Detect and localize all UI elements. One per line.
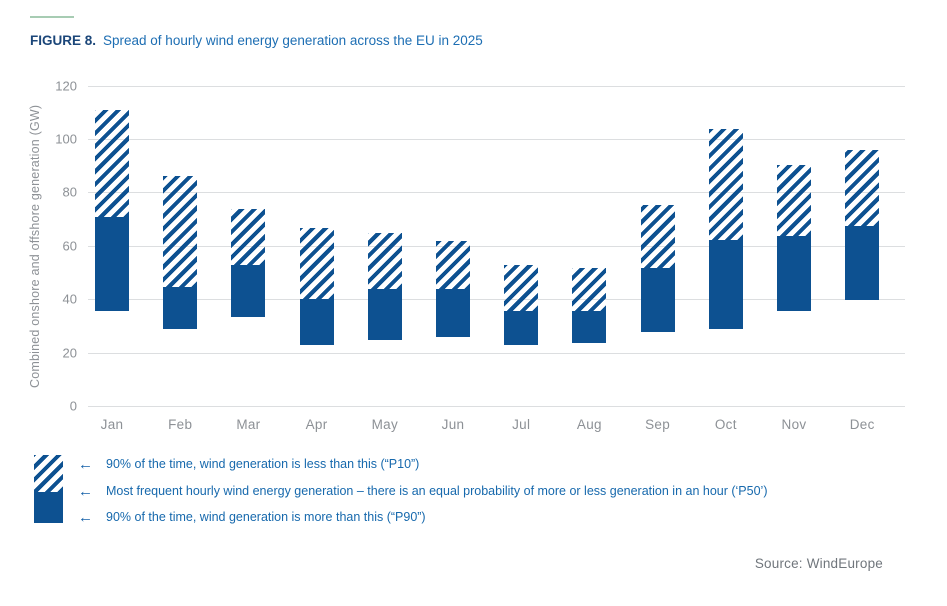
x-tick-label-jul: Jul bbox=[512, 417, 531, 432]
source-credit: Source: WindEurope bbox=[754, 556, 883, 571]
figure-caption: FIGURE 8. Spread of hourly wind energy ge… bbox=[30, 33, 483, 48]
legend: ← 90% of the time, wind generation is le… bbox=[30, 452, 930, 526]
legend-swatch bbox=[34, 455, 63, 523]
gridline-60 bbox=[88, 245, 905, 247]
gridline-0 bbox=[88, 406, 905, 407]
legend-item-p10: ← 90% of the time, wind generation is le… bbox=[78, 454, 419, 474]
legend-item-label: Most frequent hourly wind energy generat… bbox=[106, 484, 768, 498]
bar-oct-p90-p50-solid bbox=[708, 239, 743, 330]
bar-nov-p50-p10-hatched bbox=[777, 164, 811, 236]
bar-apr-p50-p10-hatched bbox=[299, 227, 334, 299]
bar-mar-p90-p50-solid bbox=[231, 265, 266, 318]
gridline-40 bbox=[88, 299, 905, 300]
legend-item-label: 90% of the time, wind generation is more… bbox=[106, 510, 426, 524]
y-tick-label-120: 120 bbox=[55, 78, 77, 94]
y-tick-label-80: 80 bbox=[62, 184, 77, 200]
figure-accent-rule bbox=[30, 16, 74, 18]
bar-dec-p50-p10-hatched bbox=[845, 150, 880, 227]
bar-apr-p90-p50-solid bbox=[299, 298, 334, 346]
bar-oct-p50-p10-hatched bbox=[708, 128, 743, 240]
y-tick-label-100: 100 bbox=[55, 131, 77, 146]
left-arrow-icon: ← bbox=[78, 482, 93, 500]
x-tick-label-sep: Sep bbox=[645, 417, 671, 432]
bar-may-p50-p10-hatched bbox=[367, 233, 402, 290]
y-tick-label-40: 40 bbox=[62, 291, 77, 307]
bar-jul-p50-p10-hatched bbox=[504, 265, 539, 311]
gridline-100 bbox=[88, 138, 905, 140]
x-tick-label-jan: Jan bbox=[100, 417, 124, 432]
bar-feb-p90-p50-solid bbox=[163, 286, 198, 330]
bar-jun-p50-p10-hatched bbox=[436, 241, 470, 290]
legend-swatch-hatched-p10 bbox=[34, 455, 63, 492]
bar-feb-p50-p10-hatched bbox=[163, 175, 198, 287]
bar-dec-p90-p50-solid bbox=[845, 226, 880, 300]
bar-aug-p90-p50-solid bbox=[572, 310, 607, 343]
gridline-120 bbox=[88, 86, 905, 87]
bar-sep-p50-p10-hatched bbox=[640, 205, 675, 268]
x-tick-label-jun: Jun bbox=[441, 417, 465, 432]
y-tick-label-60: 60 bbox=[62, 238, 77, 253]
left-arrow-icon: ← bbox=[78, 508, 93, 526]
x-tick-label-dec: Dec bbox=[849, 417, 875, 432]
bar-may-p90-p50-solid bbox=[367, 289, 402, 341]
x-tick-label-mar: Mar bbox=[236, 417, 261, 432]
x-tick-label-nov: Nov bbox=[781, 417, 807, 432]
bar-jun-p90-p50-solid bbox=[436, 289, 470, 338]
y-tick-label-0: 0 bbox=[69, 398, 77, 414]
legend-item-label: 90% of the time, wind generation is less… bbox=[106, 457, 420, 471]
legend-item-p50: ← Most frequent hourly wind energy gener… bbox=[78, 481, 768, 501]
legend-item-p90: ← 90% of the time, wind generation is mo… bbox=[78, 507, 426, 527]
figure-label: FIGURE 8. bbox=[30, 33, 97, 48]
x-tick-label-aug: Aug bbox=[576, 417, 602, 432]
bar-jan-p90-p50-solid bbox=[95, 217, 129, 311]
bar-sep-p90-p50-solid bbox=[640, 267, 675, 333]
x-tick-label-apr: Apr bbox=[305, 417, 328, 432]
x-tick-label-feb: Feb bbox=[168, 417, 193, 432]
bar-jan-p50-p10-hatched bbox=[95, 110, 129, 218]
bar-nov-p90-p50-solid bbox=[777, 235, 811, 311]
bar-mar-p50-p10-hatched bbox=[231, 209, 266, 266]
bar-aug-p50-p10-hatched bbox=[572, 267, 607, 311]
plot-area: 0 20 40 60 80 100 120 Jan Feb Mar Apr May Jun Jul Aug S… bbox=[55, 79, 905, 432]
x-tick-label-oct: Oct bbox=[714, 417, 737, 432]
figure-title: Spread of hourly wind energy generation … bbox=[103, 33, 483, 48]
bar-jul-p90-p50-solid bbox=[504, 310, 539, 346]
gridline-80 bbox=[88, 192, 905, 193]
left-arrow-icon: ← bbox=[78, 455, 93, 473]
gridline-20 bbox=[88, 352, 905, 354]
legend-swatch-solid-p90 bbox=[34, 492, 63, 523]
x-tick-label-may: May bbox=[371, 417, 398, 432]
y-tick-label-20: 20 bbox=[62, 345, 77, 360]
